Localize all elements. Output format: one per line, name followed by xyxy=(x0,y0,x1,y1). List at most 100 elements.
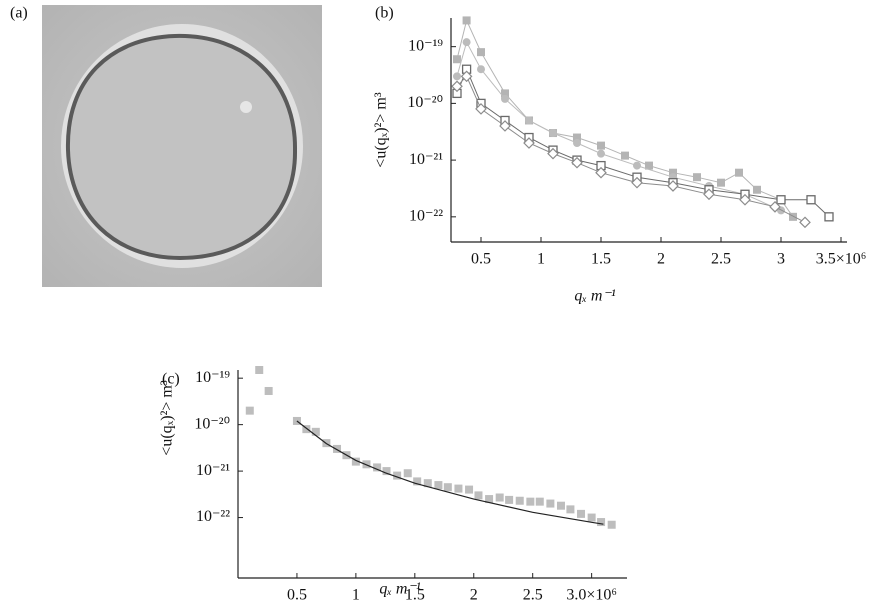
y-tick-label: 10⁻²² xyxy=(196,508,230,525)
marker xyxy=(462,16,471,25)
x-tick-label: 0.5 xyxy=(287,587,307,602)
y-tick-label: 10⁻²² xyxy=(409,208,443,225)
marker xyxy=(597,149,605,158)
y-tick-label: 10⁻¹⁹ xyxy=(195,369,230,386)
x-tick-label: 1 xyxy=(537,251,545,268)
marker xyxy=(703,188,715,201)
x-tick-label: 2.5 xyxy=(711,251,731,268)
marker xyxy=(717,178,725,187)
marker xyxy=(465,485,474,494)
marker xyxy=(645,161,653,170)
marker xyxy=(597,518,606,527)
marker xyxy=(264,386,273,395)
marker xyxy=(667,180,679,192)
marker xyxy=(523,137,535,149)
marker xyxy=(393,471,402,480)
marker xyxy=(382,467,391,476)
marker xyxy=(769,200,781,213)
y-tick-label: 10⁻²¹ xyxy=(196,462,230,479)
series-line xyxy=(456,67,830,218)
marker xyxy=(501,89,509,98)
y-tick-label: 10⁻²⁰ xyxy=(194,415,230,432)
marker xyxy=(413,477,422,486)
x-tick-label: 1.5 xyxy=(405,587,425,602)
x-tick-label: 1 xyxy=(352,587,360,602)
x-tick-label: 2 xyxy=(470,587,478,602)
series-line xyxy=(456,75,806,223)
marker xyxy=(753,185,761,194)
marker xyxy=(475,103,487,115)
marker xyxy=(434,481,443,490)
marker xyxy=(453,55,461,64)
marker xyxy=(333,444,342,453)
marker xyxy=(776,195,786,205)
y-tick-label: 10⁻¹⁹ xyxy=(408,37,443,54)
marker xyxy=(546,499,555,508)
marker xyxy=(595,166,607,179)
marker xyxy=(477,65,485,74)
marker xyxy=(573,139,581,148)
marker xyxy=(311,427,320,436)
marker xyxy=(462,38,471,47)
y-axis-label: <u(qₓ)²> m³ xyxy=(373,92,390,168)
x-tick-label: 3.0×10⁶ xyxy=(566,587,617,602)
marker xyxy=(515,496,524,505)
marker xyxy=(735,168,743,177)
marker xyxy=(566,505,575,514)
marker xyxy=(621,151,629,160)
panel-label: (b) xyxy=(375,5,394,22)
marker xyxy=(535,497,544,506)
x-tick-label: 1.5 xyxy=(591,251,611,268)
marker xyxy=(597,141,605,150)
marker xyxy=(824,212,834,222)
marker xyxy=(351,457,360,466)
marker xyxy=(460,70,473,83)
micrograph xyxy=(42,5,322,287)
marker xyxy=(403,469,412,478)
marker xyxy=(499,120,511,132)
marker xyxy=(739,193,751,206)
marker xyxy=(547,147,559,160)
x-tick-label: 3.5×10⁶ xyxy=(816,251,867,268)
marker xyxy=(477,48,485,57)
marker xyxy=(453,72,461,81)
marker xyxy=(631,176,643,189)
marker xyxy=(423,479,432,488)
marker xyxy=(454,484,463,493)
series-line xyxy=(296,420,604,525)
y-tick-label: 10⁻²⁰ xyxy=(407,94,443,111)
marker xyxy=(571,156,583,169)
marker xyxy=(587,513,596,522)
panel-label: (a) xyxy=(10,5,28,22)
marker xyxy=(495,493,504,502)
marker xyxy=(505,495,514,504)
y-tick-label: 10⁻²¹ xyxy=(409,151,443,168)
marker xyxy=(549,129,557,138)
marker xyxy=(526,497,535,506)
x-tick-label: 0.5 xyxy=(471,251,491,268)
marker xyxy=(451,80,463,93)
marker xyxy=(443,483,452,492)
marker xyxy=(789,212,797,221)
marker xyxy=(607,520,616,529)
marker xyxy=(799,216,811,229)
marker xyxy=(302,425,311,434)
marker xyxy=(806,195,816,205)
marker xyxy=(525,116,533,125)
marker xyxy=(577,509,586,518)
marker xyxy=(573,133,581,142)
x-tick-label: 2.5 xyxy=(523,587,543,602)
marker xyxy=(633,161,641,170)
x-tick-label: 2 xyxy=(657,251,665,268)
marker xyxy=(501,94,509,103)
marker xyxy=(669,168,677,177)
marker xyxy=(255,366,264,374)
x-tick-label: 3 xyxy=(777,251,785,268)
marker xyxy=(485,495,494,504)
marker xyxy=(373,463,382,472)
y-axis-label: <u(qₓ)²> m³ xyxy=(159,380,176,456)
marker xyxy=(245,406,254,415)
marker xyxy=(556,501,565,510)
x-axis-label: qₓ m⁻¹ xyxy=(379,581,421,598)
